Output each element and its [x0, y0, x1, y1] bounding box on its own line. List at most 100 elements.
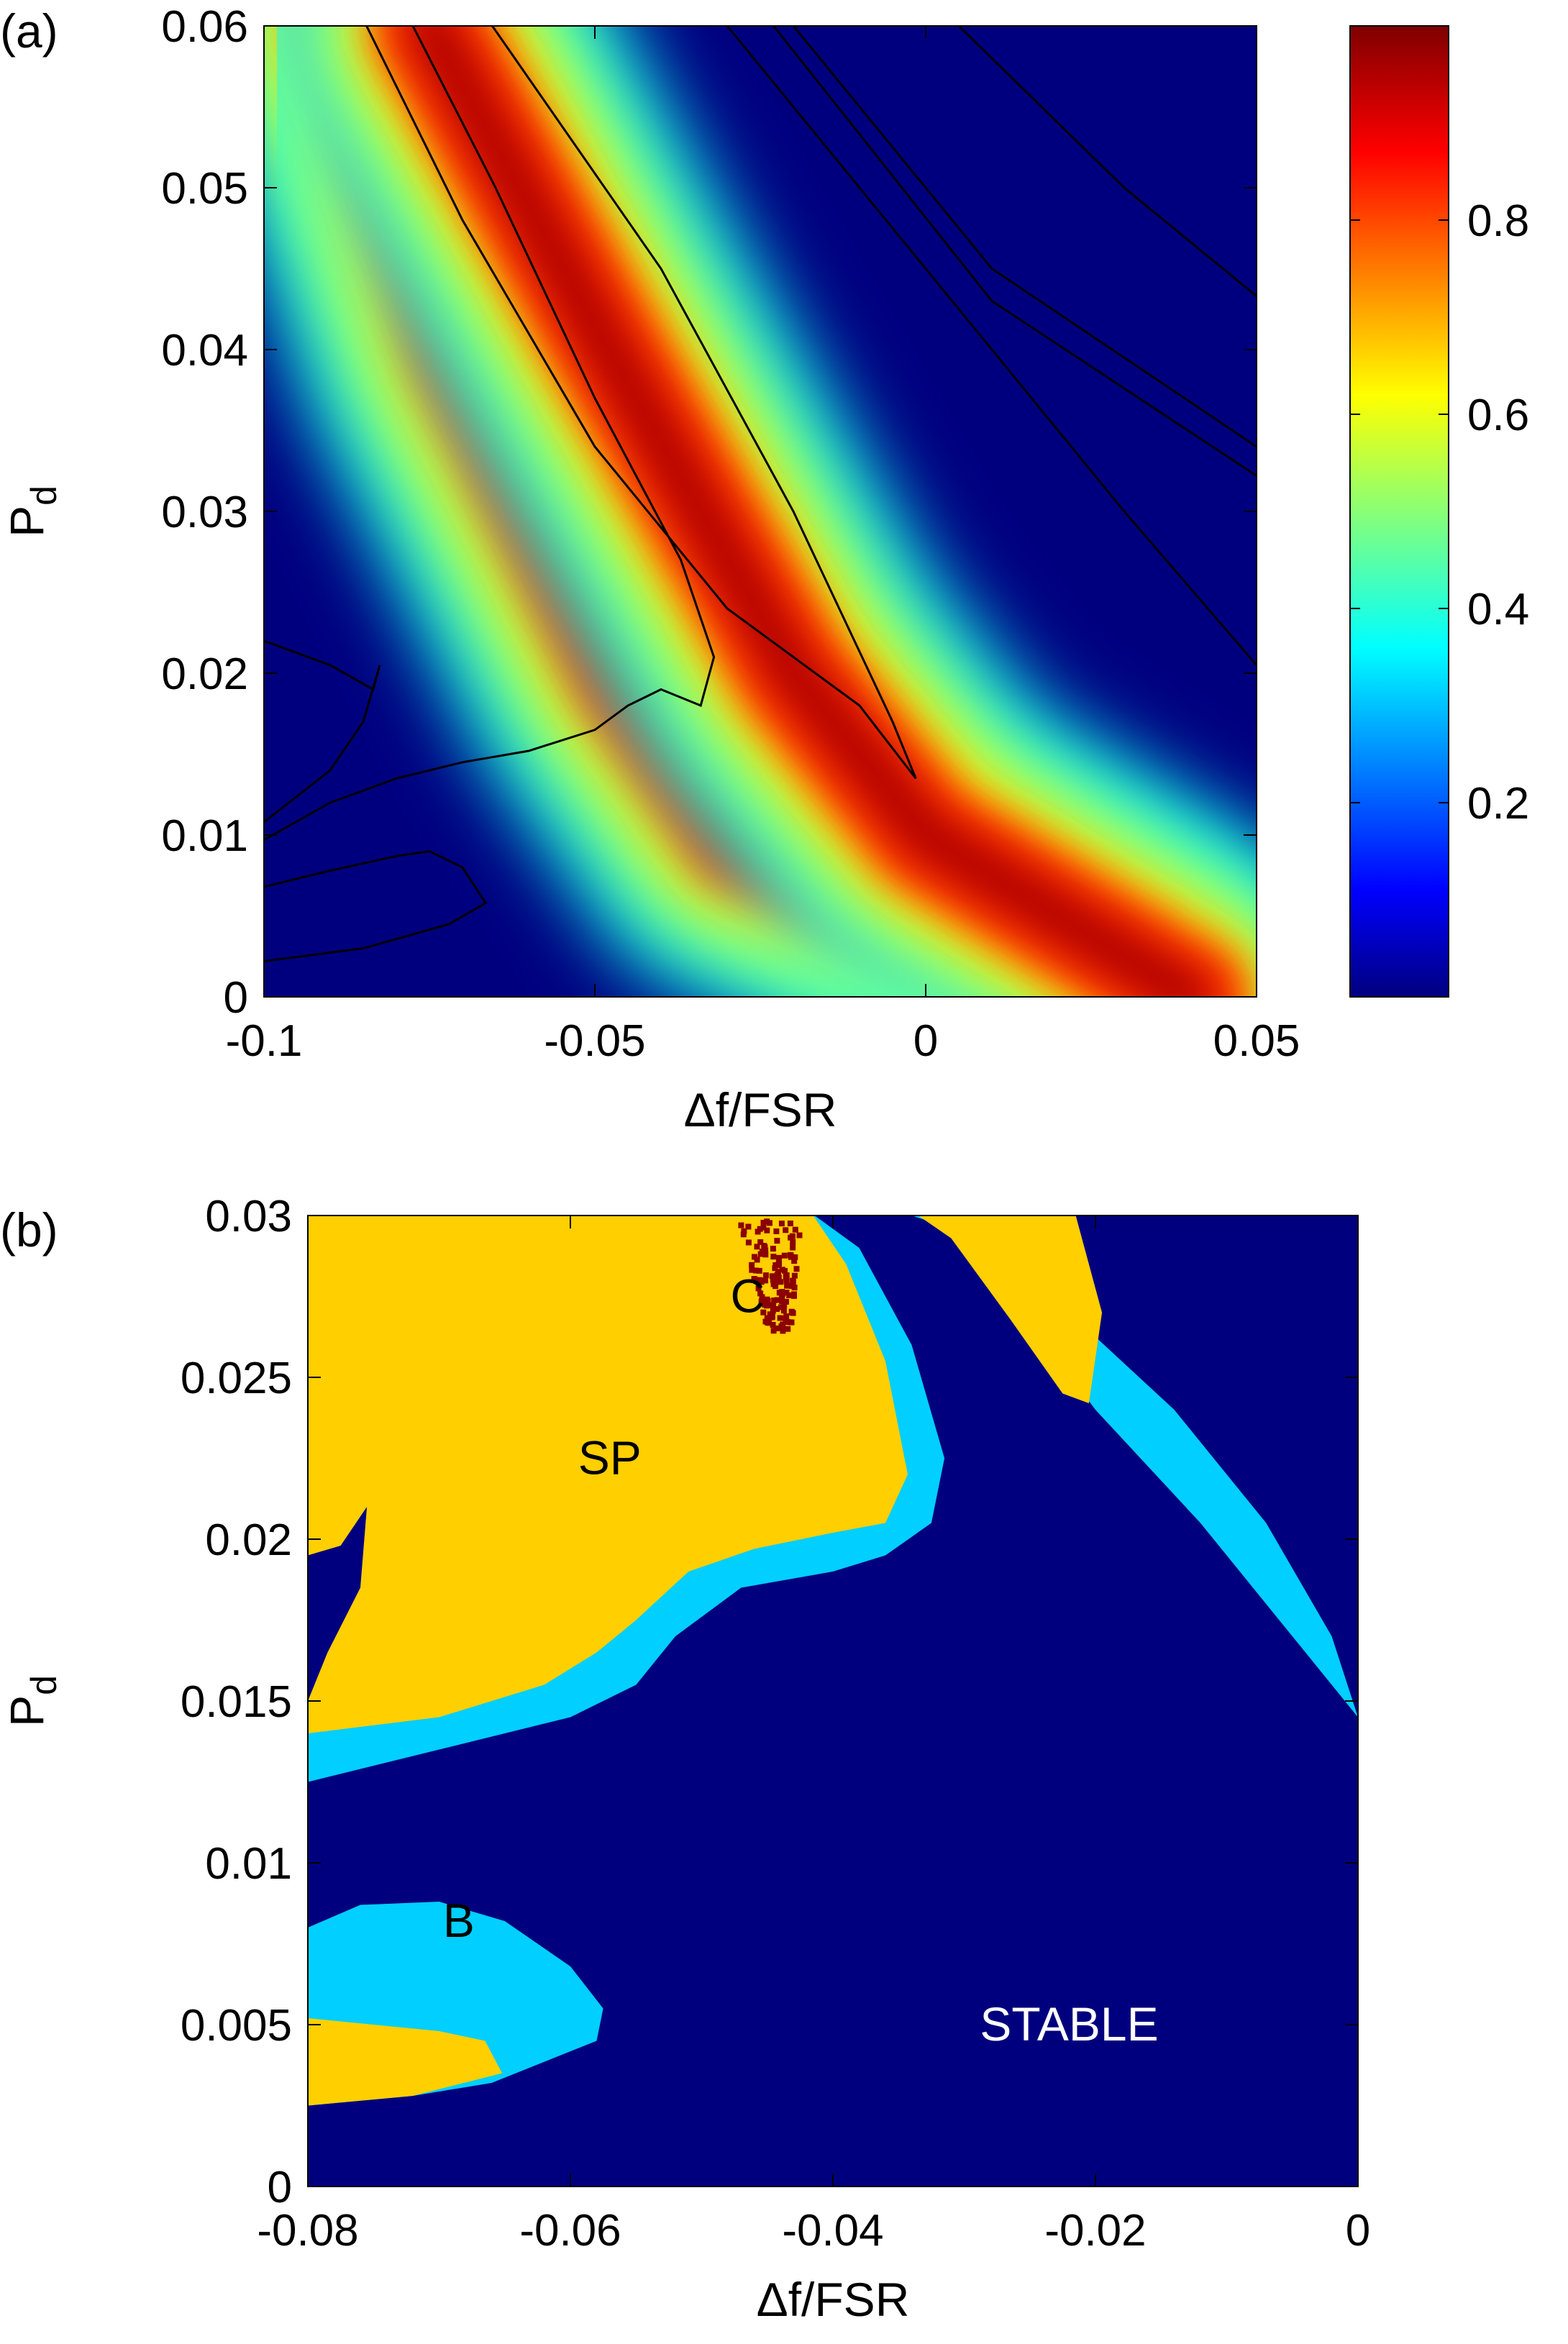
chaos-cell: [790, 1239, 796, 1245]
chaos-cell: [770, 1308, 776, 1314]
chaos-cell: [788, 1283, 795, 1289]
chaos-cell: [764, 1227, 770, 1233]
chaos-cell: [749, 1262, 755, 1268]
chaos-cell: [762, 1318, 769, 1325]
chaos-cell: [779, 1325, 785, 1331]
x-tick-label: -0.04: [782, 2206, 883, 2256]
chaos-cell: [754, 1257, 760, 1263]
chaos-cell: [796, 1232, 803, 1239]
x-tick-label: 0: [1346, 2206, 1370, 2256]
x-tick-label: 0: [913, 1016, 938, 1066]
contour-line: [264, 26, 716, 842]
chaos-cell: [778, 1279, 784, 1285]
contour-line: [792, 26, 1257, 448]
chaos-cell: [774, 1238, 780, 1244]
colorbar-tick-label: 0.2: [1467, 779, 1529, 829]
chaos-cell: [791, 1285, 798, 1291]
chaos-cell: [787, 1221, 793, 1226]
chaos-cell: [764, 1315, 770, 1321]
contour-line: [772, 26, 1257, 477]
chaos-cell: [785, 1326, 791, 1332]
chaos-cell: [783, 1274, 789, 1280]
chaos-cell: [774, 1306, 780, 1312]
y-axis-label: Pd: [0, 1675, 64, 1727]
contour-line: [264, 849, 488, 962]
colorbar-tick-label: 0.6: [1467, 391, 1529, 440]
chaos-cell: [774, 1297, 780, 1303]
y-tick-label: 0.01: [161, 811, 248, 861]
contour-line: [957, 26, 1257, 297]
chaos-cell: [776, 1261, 783, 1267]
chaos-cell: [745, 1223, 752, 1230]
chaos-cell: [762, 1272, 769, 1279]
x-tick-label: -0.06: [519, 2206, 621, 2256]
y-tick-label: 0.01: [205, 1839, 292, 1889]
chaos-cell: [779, 1298, 785, 1303]
chaos-cell: [793, 1266, 800, 1272]
chaos-cell: [752, 1267, 759, 1274]
chaos-cell: [771, 1298, 778, 1303]
colorbar-tick-label: 0.4: [1467, 585, 1529, 634]
chaos-cell: [781, 1252, 788, 1259]
chaos-cell: [777, 1315, 783, 1321]
chaos-cell: [762, 1277, 768, 1284]
region-label: B: [443, 1894, 475, 1947]
chaos-cell: [766, 1302, 772, 1308]
chaos-cell: [778, 1304, 784, 1310]
y-tick-label: 0.03: [205, 1192, 292, 1241]
chaos-cell: [792, 1226, 798, 1233]
y-tick-label: 0.03: [161, 488, 248, 537]
chaos-cell: [770, 1303, 777, 1309]
chaos-cell: [762, 1251, 769, 1258]
chaos-cell: [755, 1285, 762, 1292]
chaos-cell: [755, 1228, 761, 1235]
chaos-cell: [760, 1220, 767, 1226]
chaos-cell: [757, 1239, 764, 1245]
x-tick-label: -0.1: [226, 1016, 303, 1066]
colorbar: 0.2 0.4 0.6 0.8: [1349, 25, 1529, 998]
colorbar-tick-label: 0.8: [1467, 196, 1529, 246]
chaos-cell: [770, 1246, 776, 1252]
chaos-cell: [787, 1251, 793, 1258]
chaos-cell: [791, 1291, 797, 1298]
intensity-ridge: [264, 26, 1257, 997]
chaos-cell: [760, 1224, 767, 1231]
chaos-cell: [770, 1254, 777, 1260]
chaos-cell: [774, 1272, 780, 1278]
chaos-cell: [775, 1269, 781, 1275]
chaos-cell: [757, 1290, 764, 1297]
chaos-cell: [738, 1222, 744, 1228]
y-tick-label: 0: [224, 973, 248, 1023]
contour-line: [365, 26, 917, 780]
chaos-cell: [776, 1254, 782, 1261]
chaos-cell: [776, 1290, 783, 1296]
chaos-cell: [756, 1267, 762, 1274]
x-axis-label: Δf/FSR: [757, 2273, 910, 2326]
chaos-cell: [781, 1303, 788, 1309]
chaos-cell: [762, 1244, 768, 1250]
x-tick-label: -0.05: [544, 1016, 645, 1066]
chaos-cell: [751, 1276, 757, 1282]
chaos-cell: [769, 1313, 775, 1320]
contour-line: [726, 26, 1257, 666]
chaos-cell: [772, 1262, 779, 1268]
chaos-cell: [770, 1277, 776, 1283]
chaos-cell: [788, 1234, 794, 1241]
chaos-cell: [773, 1228, 780, 1234]
region-self-pulsing: [918, 1216, 1103, 1403]
y-tick-label: 0.06: [161, 2, 248, 52]
chaos-cell: [774, 1325, 780, 1331]
chaos-cell: [760, 1309, 767, 1315]
region-label: STABLE: [980, 1997, 1158, 2051]
chaos-cell: [770, 1328, 777, 1334]
y-tick-label: 0.025: [181, 1354, 292, 1403]
chaos-cell: [782, 1267, 788, 1274]
chaos-cell: [770, 1322, 776, 1328]
y-tick-label: 0.015: [181, 1677, 292, 1727]
chaos-cell: [772, 1283, 779, 1290]
chaos-cell: [786, 1292, 793, 1298]
chaos-cell: [745, 1239, 752, 1246]
panel-label-a: (a): [0, 4, 58, 58]
contour-line: [264, 639, 381, 824]
